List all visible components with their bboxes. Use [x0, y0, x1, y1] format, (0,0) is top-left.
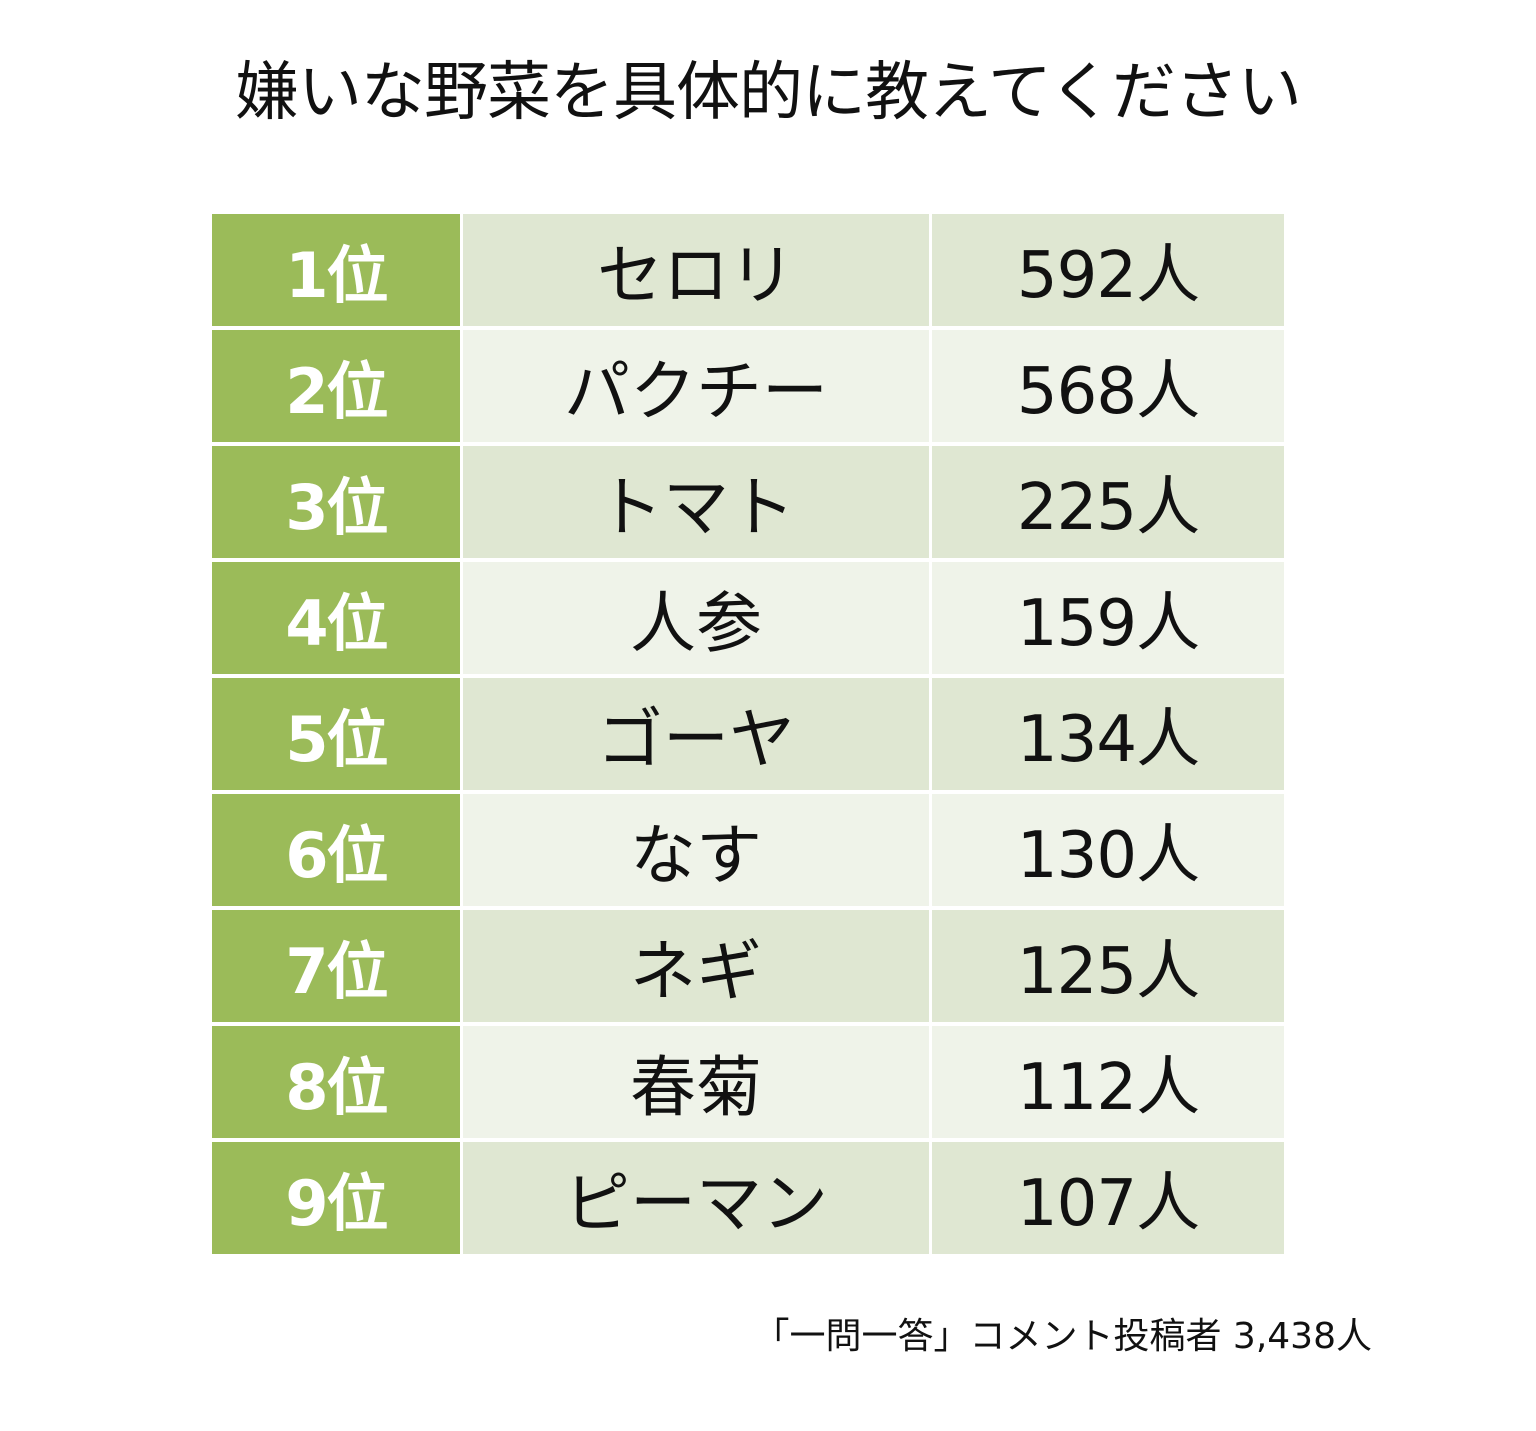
count-cell: 107人 [932, 1142, 1284, 1254]
vegetable-cell: 人参 [463, 562, 929, 674]
vegetable-cell: パクチー [463, 330, 929, 442]
vegetable-cell: セロリ [463, 214, 929, 326]
count-cell: 568人 [932, 330, 1284, 442]
count-cell: 159人 [932, 562, 1284, 674]
rank-cell: 4位 [212, 562, 460, 674]
vegetable-cell: 春菊 [463, 1026, 929, 1138]
table-row: 3位 トマト 225人 [212, 446, 1284, 558]
vegetable-cell: なす [463, 794, 929, 906]
rank-cell: 3位 [212, 446, 460, 558]
table-row: 1位 セロリ 592人 [212, 214, 1284, 326]
count-cell: 592人 [932, 214, 1284, 326]
table-row: 8位 春菊 112人 [212, 1026, 1284, 1138]
table-row: 6位 なす 130人 [212, 794, 1284, 906]
count-cell: 225人 [932, 446, 1284, 558]
rank-cell: 6位 [212, 794, 460, 906]
count-cell: 125人 [932, 910, 1284, 1022]
rank-cell: 5位 [212, 678, 460, 790]
table-row: 9位 ピーマン 107人 [212, 1142, 1284, 1254]
count-cell: 130人 [932, 794, 1284, 906]
chart-title: 嫌いな野菜を具体的に教えてください [235, 56, 1302, 130]
vegetable-cell: ネギ [463, 910, 929, 1022]
table-row: 5位 ゴーヤ 134人 [212, 678, 1284, 790]
rank-cell: 9位 [212, 1142, 460, 1254]
count-cell: 112人 [932, 1026, 1284, 1138]
vegetable-cell: ピーマン [463, 1142, 929, 1254]
footnote: 「一問一答」コメント投稿者 3,438人 [753, 1316, 1372, 1357]
rank-cell: 1位 [212, 214, 460, 326]
ranking-table: 1位 セロリ 592人 2位 パクチー 568人 3位 トマト 225人 4位 人参 159人 5位 ゴー… [212, 214, 1284, 1258]
rank-cell: 8位 [212, 1026, 460, 1138]
table-row: 7位 ネギ 125人 [212, 910, 1284, 1022]
rank-cell: 7位 [212, 910, 460, 1022]
count-cell: 134人 [932, 678, 1284, 790]
vegetable-cell: ゴーヤ [463, 678, 929, 790]
table-row: 4位 人参 159人 [212, 562, 1284, 674]
vegetable-cell: トマト [463, 446, 929, 558]
rank-cell: 2位 [212, 330, 460, 442]
table-row: 2位 パクチー 568人 [212, 330, 1284, 442]
